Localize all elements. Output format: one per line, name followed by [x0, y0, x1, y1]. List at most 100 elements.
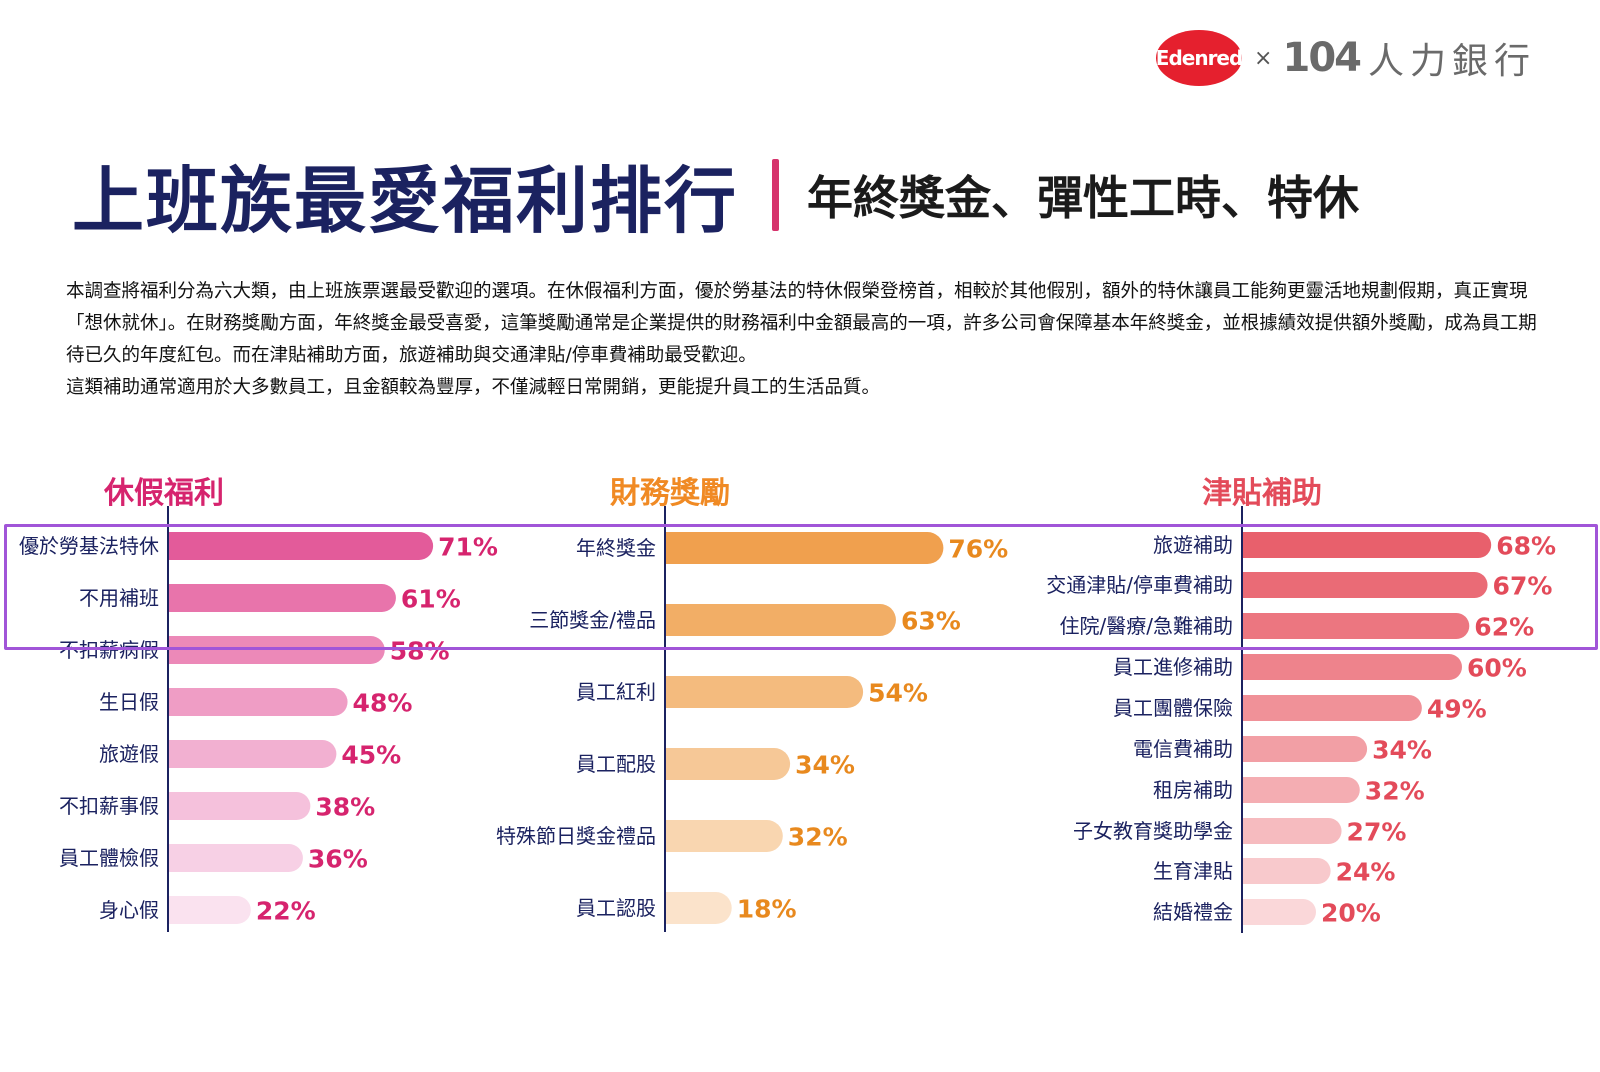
leave-bar-edge: [169, 532, 184, 560]
page-subtitle: 年終獎金、彈性工時、特休: [807, 170, 1360, 225]
leave-category-label: 優於勞基法特休: [19, 534, 159, 558]
allowance-bar-edge: [1243, 736, 1257, 762]
leave-value-label: 61%: [401, 585, 461, 614]
finance-bar: [666, 748, 791, 780]
leave-value-label: 38%: [315, 793, 375, 822]
leave-bar: [169, 688, 348, 716]
leave-bar-edge: [169, 844, 184, 872]
allowance-value-label: 60%: [1467, 654, 1527, 683]
leave-bar: [169, 844, 303, 872]
finance-bar-edge: [666, 748, 683, 780]
intro-paragraph-1: 本調查將福利分為六大類，由上班族票選最受歡迎的選項。在休假福利方面，優於勞基法的…: [66, 281, 1537, 366]
leave-category-label: 不用補班: [79, 586, 159, 610]
category-title-finance: 財務獎勵: [610, 476, 730, 511]
finance-bar: [666, 604, 896, 636]
leave-bar: [169, 636, 385, 664]
logo-104-name: 人力銀行: [1367, 41, 1536, 82]
allowance-category-label: 住院/醫療/急難補助: [1060, 614, 1233, 638]
category-title-leave: 休假福利: [104, 476, 224, 511]
allowance-bar: [1243, 818, 1342, 844]
leave-value-label: 36%: [308, 845, 368, 874]
leave-bar-edge: [169, 792, 184, 820]
allowance-bar-edge: [1243, 858, 1257, 884]
allowance-category-label: 生育津貼: [1153, 859, 1233, 883]
allowance-category-label: 員工團體保險: [1113, 696, 1233, 720]
leave-bar: [169, 792, 311, 820]
finance-bar-edge: [666, 820, 683, 852]
finance-value-label: 32%: [788, 823, 848, 852]
allowance-value-label: 62%: [1474, 613, 1534, 642]
allowance-bar-edge: [1243, 572, 1257, 598]
leave-bar: [169, 896, 251, 924]
allowance-bar: [1243, 695, 1422, 721]
leave-bar-edge: [169, 688, 184, 716]
allowance-bar-edge: [1243, 899, 1257, 925]
allowance-category-label: 旅遊補助: [1153, 533, 1233, 557]
allowance-value-label: 24%: [1336, 858, 1396, 887]
finance-category-label: 員工紅利: [576, 680, 656, 704]
allowance-value-label: 49%: [1427, 695, 1487, 724]
finance-bar: [666, 532, 944, 564]
leave-bar-edge: [169, 636, 184, 664]
allowance-bar: [1243, 654, 1462, 680]
highlight-box: [4, 524, 1598, 650]
title-divider: [772, 158, 780, 231]
leave-value-label: 45%: [341, 741, 401, 770]
finance-value-label: 54%: [868, 679, 928, 708]
brand-times: ×: [1254, 45, 1273, 71]
allowance-value-label: 32%: [1365, 777, 1425, 806]
leave-bar: [169, 532, 434, 560]
intro-text: 本調查將福利分為六大類，由上班族票選最受歡迎的選項。在休假福利方面，優於勞基法的…: [66, 276, 1546, 404]
finance-category-label: 年終獎金: [576, 536, 656, 560]
allowance-bar: [1243, 858, 1331, 884]
allowance-value-label: 34%: [1372, 736, 1432, 765]
category-title-allowance: 津貼補助: [1202, 476, 1322, 511]
finance-category-label: 員工認股: [576, 896, 656, 920]
allowance-bar-edge: [1243, 818, 1257, 844]
finance-bar-edge: [666, 604, 683, 636]
allowance-bar: [1243, 777, 1360, 803]
leave-value-label: 71%: [438, 533, 498, 562]
allowance-category-label: 交通津貼/停車費補助: [1046, 573, 1233, 597]
allowance-bar: [1243, 613, 1470, 639]
finance-value-label: 76%: [948, 535, 1008, 564]
leave-category-label: 員工體檢假: [59, 846, 159, 870]
allowance-category-label: 租房補助: [1153, 778, 1233, 802]
allowance-category-label: 員工進修補助: [1113, 655, 1233, 679]
leave-category-label: 身心假: [99, 898, 159, 922]
finance-value-label: 18%: [737, 895, 797, 924]
page-header: 上班族最愛福利排行 年終獎金、彈性工時、特休: [72, 142, 1359, 247]
brand-logos: Edenred × 104 人力銀行: [1156, 30, 1536, 86]
finance-category-label: 員工配股: [576, 752, 656, 776]
leave-bar-edge: [169, 896, 184, 924]
allowance-bar-edge: [1243, 777, 1257, 803]
allowance-bar-edge: [1243, 695, 1257, 721]
allowance-bar: [1243, 532, 1492, 558]
finance-bar: [666, 676, 864, 708]
leave-bar-edge: [169, 584, 184, 612]
finance-category-label: 三節獎金/禮品: [529, 608, 656, 632]
finance-value-label: 63%: [901, 607, 961, 636]
finance-bar: [666, 820, 783, 852]
allowance-category-label: 子女教育獎助學金: [1073, 819, 1233, 843]
allowance-bar-edge: [1243, 613, 1257, 639]
leave-category-label: 生日假: [99, 690, 159, 714]
allowance-category-label: 結婚禮金: [1153, 900, 1233, 924]
finance-bar-edge: [666, 676, 683, 708]
leave-category-label: 不扣薪事假: [59, 794, 159, 818]
page-title: 上班族最愛福利排行: [72, 159, 739, 243]
leave-value-label: 22%: [256, 897, 316, 926]
allowance-value-label: 27%: [1347, 818, 1407, 847]
leave-bar: [169, 740, 337, 768]
allowance-category-label: 電信費補助: [1133, 737, 1233, 761]
allowance-value-label: 67%: [1493, 572, 1553, 601]
edenred-logo: Edenred: [1156, 30, 1243, 86]
finance-bar-edge: [666, 892, 683, 924]
leave-bar-edge: [169, 740, 184, 768]
intro-paragraph-2: 這類補助通常適用於大多數員工，且金額較為豐厚，不僅減輕日常開銷，更能提升員工的生…: [66, 377, 881, 398]
finance-category-label: 特殊節日獎金禮品: [496, 824, 656, 848]
leave-value-label: 58%: [390, 637, 450, 666]
leave-category-label: 旅遊假: [99, 742, 159, 766]
leave-bar: [169, 584, 396, 612]
